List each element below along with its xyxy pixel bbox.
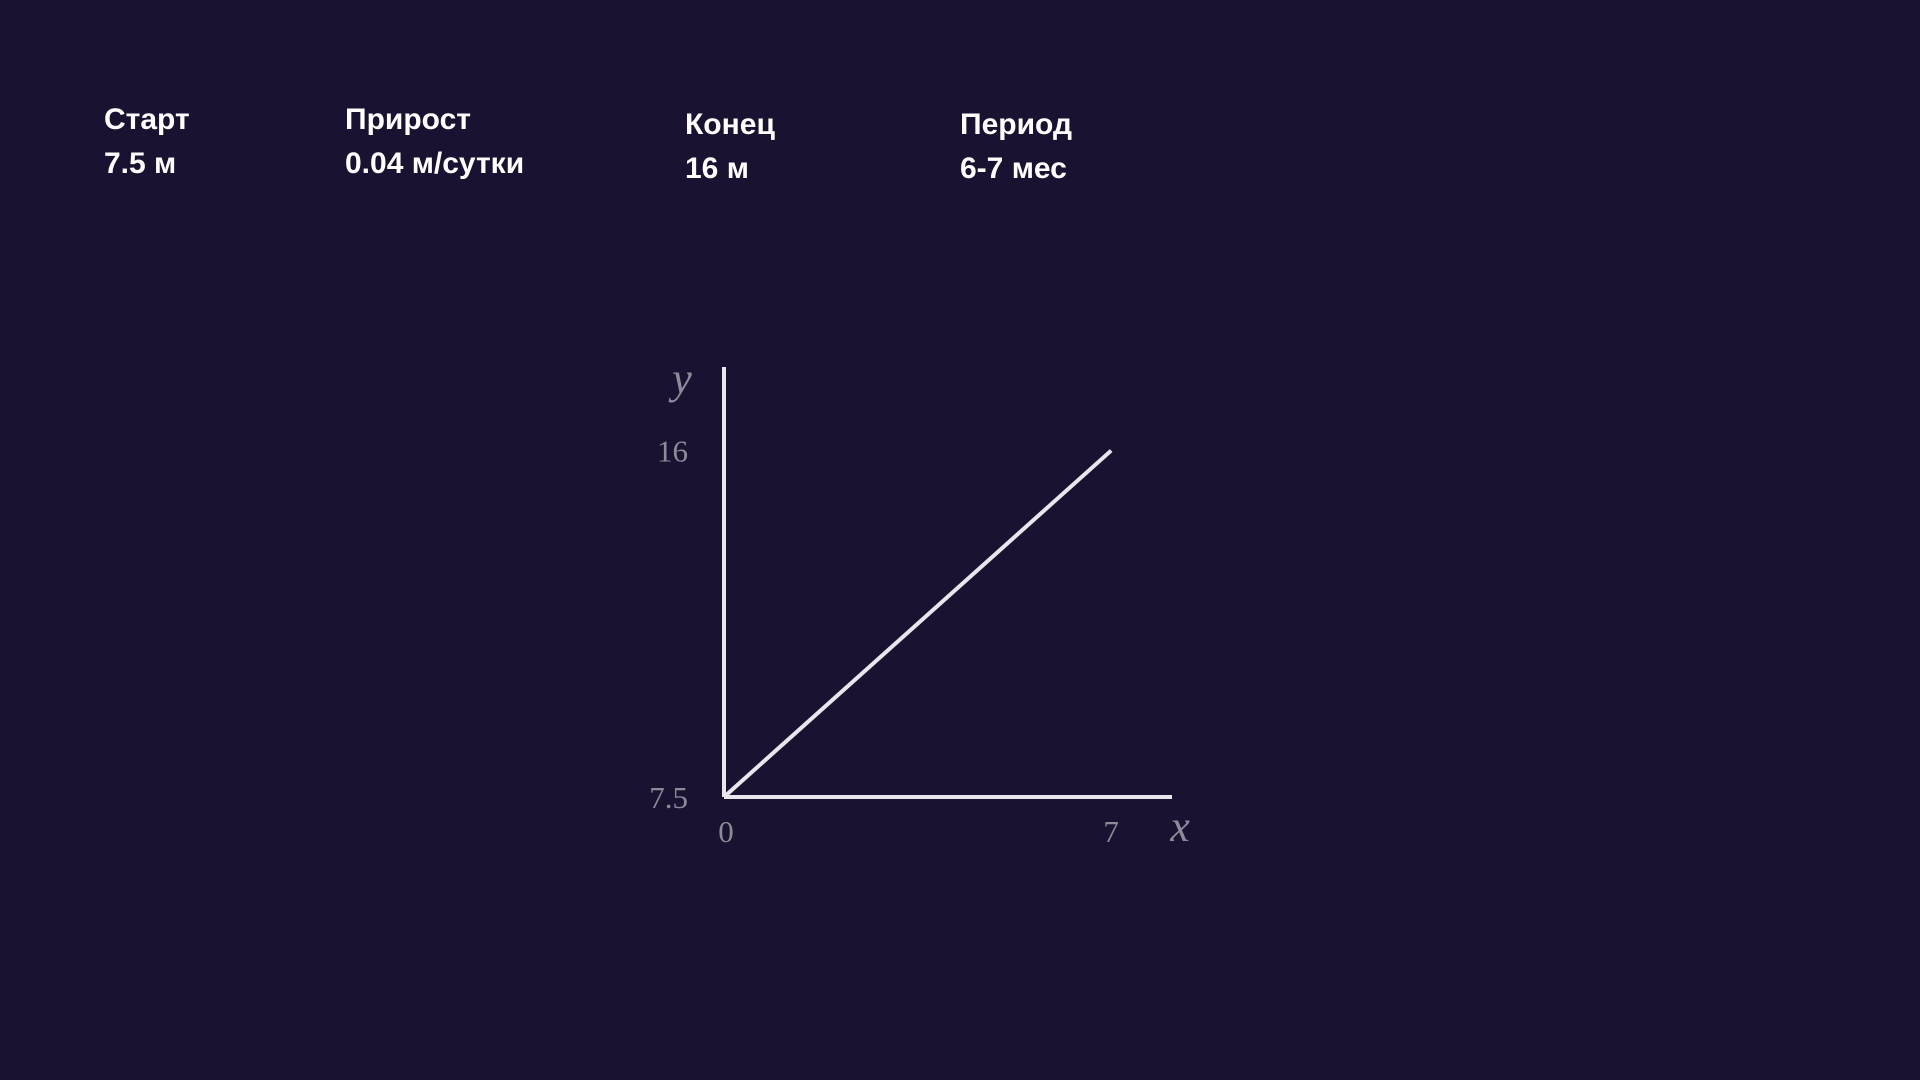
stat-period-value: 6-7 мес	[960, 152, 1067, 185]
series-line-0	[722, 449, 1113, 799]
y-axis-title: y	[668, 354, 692, 403]
y-tick-label: 16	[657, 434, 688, 469]
stat-end-label: Конец	[685, 108, 775, 141]
stat-period-label: Период	[960, 108, 1072, 141]
stat-start: Старт 7.5 м	[104, 98, 190, 186]
x-tick-label: 7	[1103, 814, 1119, 849]
stat-growth-value: 0.04 м/сутки	[345, 147, 525, 180]
stat-period: Период 6-7 мес	[960, 103, 1072, 191]
stat-start-value: 7.5 м	[104, 147, 177, 180]
tick-label-layer: 0 7 7.5 16	[649, 434, 1119, 849]
x-tick-label: 0	[718, 814, 734, 849]
stat-growth-label: Прирост	[345, 103, 471, 136]
stat-end: Конец 16 м	[685, 103, 775, 191]
y-tick-label: 7.5	[649, 780, 688, 815]
stat-end-value: 16 м	[685, 152, 749, 185]
stat-start-label: Старт	[104, 103, 190, 136]
x-axis-title: x	[1169, 802, 1190, 851]
stat-growth: Прирост 0.04 м/сутки	[345, 98, 524, 186]
series-layer	[722, 449, 1113, 799]
